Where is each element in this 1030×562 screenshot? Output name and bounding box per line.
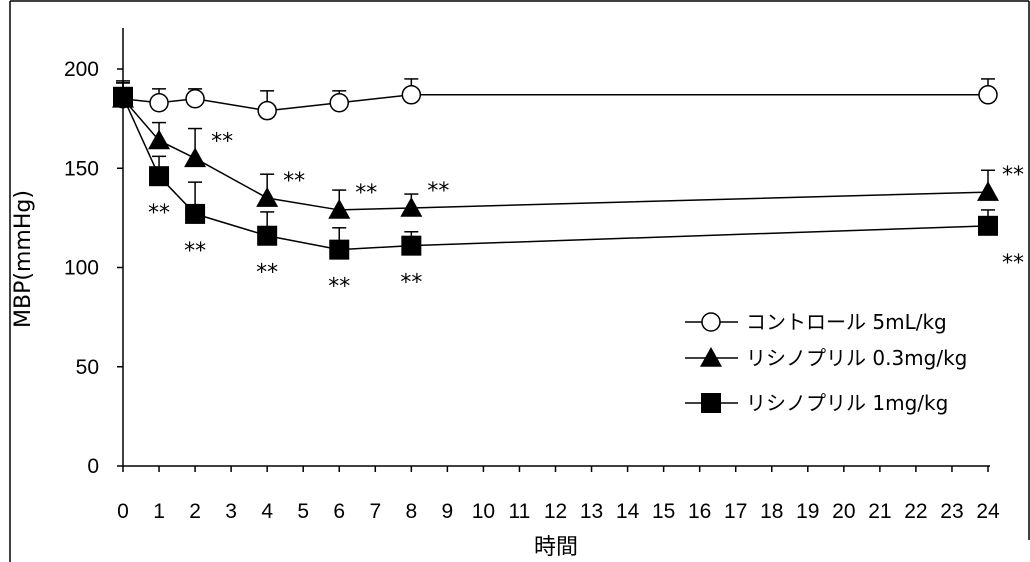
legend-label: リシノプリル 0.3mg/kg [746,346,967,370]
data-point-series-1 [328,198,351,219]
x-tick-label: 19 [796,500,819,523]
data-point-series-2 [329,239,350,260]
data-point-series-0 [149,92,169,113]
x-tick-label: 14 [616,500,640,523]
x-axis-title: 時間 [534,535,578,560]
data-point-series-2 [149,166,170,187]
x-tick-label: 13 [580,500,603,523]
x-tick-label: 4 [261,500,273,523]
data-point-series-0 [978,85,998,105]
significance-label: ** [355,181,377,206]
series-line-2 [122,96,989,251]
significance-label: ** [427,179,449,204]
x-tick-label: 8 [405,500,417,523]
significance-label: ** [1002,251,1024,276]
legend-label: コントロール 5mL/kg [746,310,947,334]
data-point-series-1 [400,196,423,217]
data-point-series-0 [257,100,277,121]
significance-label: ** [211,129,233,154]
x-tick-label: 5 [297,500,309,523]
x-tick-label: 12 [544,500,567,523]
x-tick-label: 21 [868,500,891,523]
x-axis-ticks: 0 1 2 3 4 5 6 7 8 9 10 11 12 13 14 15 16 17 18 19 20 21 22 23 24 [117,466,1000,523]
data-point-series-1 [977,181,999,201]
x-tick-label: 23 [940,500,963,523]
x-tick-label: 17 [724,500,747,523]
legend-marker [701,393,721,413]
x-tick-label: 3 [225,500,237,523]
y-axis-ticks: 0 50 100 150 200 [64,58,123,478]
x-tick-label: 0 [117,500,129,523]
significance-label: ** [328,275,350,300]
series-markers [112,85,999,260]
data-point-series-2 [113,86,133,107]
significance-label: ** [148,201,170,226]
x-tick-label: 6 [333,500,345,523]
y-axis-title: MBP(mmHg) [11,190,36,328]
data-point-series-2 [978,215,998,236]
legend-marker [700,347,722,367]
x-tick-label: 15 [652,500,675,523]
data-point-series-0 [329,92,349,113]
data-point-series-0 [185,89,205,109]
x-tick-label: 1 [153,500,165,523]
significance-label: ** [1002,163,1024,188]
significance-label: ** [256,261,278,286]
x-tick-label: 22 [904,500,927,523]
y-tick-label: 150 [64,157,99,180]
x-tick-label: 16 [688,500,711,523]
y-tick-label: 50 [76,356,99,379]
data-point-series-0 [401,85,422,105]
legend-label: リシノプリル 1mg/kg [746,391,948,415]
data-point-series-2 [401,235,422,256]
legend-marker [701,312,721,332]
significance-annotations: ** ** ** ** ** ** ** ** ** ** ** [148,129,1024,299]
data-point-series-2 [257,225,278,246]
data-point-series-1 [184,147,207,168]
error-bars [116,78,995,250]
legend: コントロール 5mL/kg リシノプリル 0.3mg/kg リシノプリル 1mg/k… [685,310,967,415]
y-tick-label: 100 [64,257,99,280]
x-tick-label: 20 [832,500,855,523]
x-tick-label: 11 [509,500,531,523]
x-tick-label: 9 [442,500,454,523]
data-point-series-2 [185,203,206,224]
x-tick-label: 2 [189,500,201,523]
x-tick-label: 10 [472,500,495,523]
significance-label: ** [400,271,422,296]
series-lines [122,94,989,251]
series-line-1 [122,98,989,211]
x-tick-label: 24 [976,500,1000,523]
data-point-series-1 [148,129,171,150]
x-tick-label: 7 [369,500,381,523]
y-tick-label: 200 [64,58,99,81]
x-tick-label: 18 [760,500,783,523]
data-point-series-1 [256,187,279,207]
series-line-0 [122,94,988,112]
significance-label: ** [184,239,206,264]
significance-label: ** [283,169,305,194]
y-tick-label: 0 [87,455,99,478]
